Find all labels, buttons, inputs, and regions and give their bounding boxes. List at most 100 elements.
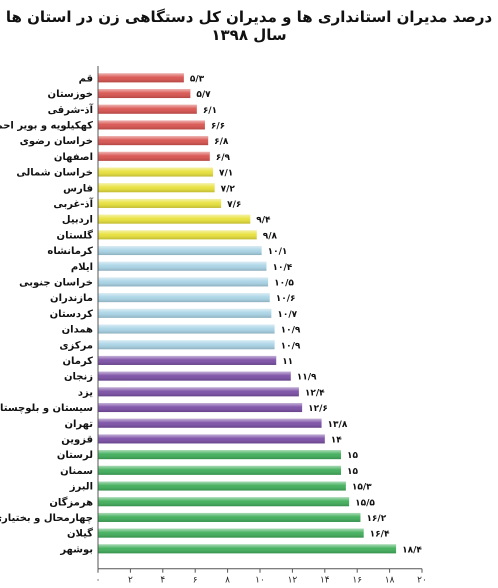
value-label: ۱۲/۴ xyxy=(305,388,325,398)
x-tick-label: ۱۰ xyxy=(255,576,265,586)
bar-shine xyxy=(98,340,275,350)
value-label: ۵/۳ xyxy=(190,74,205,84)
bar-shine xyxy=(98,246,262,256)
value-label: ۱۸/۴ xyxy=(402,545,422,555)
category-label: زنجان xyxy=(64,372,93,383)
bar-shine xyxy=(98,214,251,224)
category-label: خراسان شمالی xyxy=(16,168,93,179)
value-label: ۱۰/۹ xyxy=(281,341,301,351)
bar-shine xyxy=(98,324,275,334)
value-label: ۱۰/۷ xyxy=(277,310,297,320)
bar-shine xyxy=(98,261,267,271)
x-tick-label: ۸ xyxy=(225,576,230,586)
value-label: ۹/۴ xyxy=(256,216,271,226)
x-axis: ۰ ۲ ۴ ۶ ۸ ۱۰ ۱۲ ۱۴ ۱۶ ۱۸ ۲۰ xyxy=(96,66,427,586)
bar-shine xyxy=(98,293,270,303)
category-label: سیستان و بلوچستان xyxy=(0,403,93,414)
category-label: کردستان xyxy=(50,309,94,320)
value-label: ۱۲/۶ xyxy=(308,404,328,414)
value-label: ۱۰/۱ xyxy=(268,247,288,257)
category-label: گیلان xyxy=(67,527,93,540)
value-label: ۱۵ xyxy=(347,451,358,461)
x-tick-label: ۱۴ xyxy=(320,576,330,586)
category-label: خراسان رضوی xyxy=(20,136,93,147)
chart-title: درصد مدیران استانداری ها و مدیران کل دست… xyxy=(5,8,493,44)
value-label: ۱۰/۶ xyxy=(276,294,296,304)
category-label: مرکزی xyxy=(59,340,93,351)
value-label: ۱۰/۹ xyxy=(281,326,301,336)
bar-shine xyxy=(98,481,346,491)
category-label: خراسان جنوبی xyxy=(19,277,93,288)
bar-shine xyxy=(98,308,272,318)
bar-shine xyxy=(98,183,215,193)
category-label: همدان xyxy=(62,325,93,336)
bar-shine xyxy=(98,104,197,114)
value-label: ۱۵/۵ xyxy=(355,498,375,508)
x-tick-label: ۱۸ xyxy=(385,576,395,586)
bar-shine xyxy=(98,277,269,287)
bar-shine xyxy=(98,544,397,554)
value-label: ۶/۹ xyxy=(216,153,231,163)
category-label: البرز xyxy=(69,482,93,493)
category-label: تهران xyxy=(64,419,93,430)
bar-shine xyxy=(98,371,291,381)
category-label: قزوین xyxy=(61,434,93,445)
value-label: ۷/۱ xyxy=(219,169,233,179)
x-tick-label: ۲ xyxy=(128,576,133,586)
value-label: ۱۰/۴ xyxy=(272,263,292,273)
value-label: ۶/۶ xyxy=(211,121,225,131)
bar-shine xyxy=(98,136,209,146)
value-label: ۱۵ xyxy=(347,467,358,477)
bar-shine xyxy=(98,120,205,130)
bar-shine xyxy=(98,151,210,161)
category-label: اردبیل xyxy=(62,215,93,226)
category-label: بوشهر xyxy=(59,544,93,555)
bar-shine xyxy=(98,73,184,83)
value-label: ۹/۸ xyxy=(263,231,278,241)
x-tick-label: ۱۲ xyxy=(288,576,298,586)
x-tick-label: ۰ xyxy=(96,576,101,586)
x-tick-label: ۲۰ xyxy=(417,576,427,586)
category-label: کرمانشاه xyxy=(47,246,93,257)
category-label: آذ-غربی xyxy=(53,197,93,210)
bar-shine xyxy=(98,418,322,428)
category-label: چهارمحال و بختیاری xyxy=(0,513,93,524)
bar-shine xyxy=(98,450,341,460)
bar-shine xyxy=(98,528,364,538)
bar-shine xyxy=(98,198,222,208)
x-tick-label: ۱۶ xyxy=(352,576,362,586)
bar-shine xyxy=(98,230,257,240)
category-label: گلستان xyxy=(57,228,94,241)
bar-shine xyxy=(98,167,214,177)
x-tick-label: ۶ xyxy=(193,576,198,586)
category-label: کهکیلویه و بویر احمد xyxy=(0,120,93,131)
value-label: ۱۳/۸ xyxy=(328,420,348,430)
category-label: قم xyxy=(79,73,93,84)
value-label: ۱۵/۳ xyxy=(352,483,372,493)
category-label: هرمزگان xyxy=(49,495,93,508)
bar-shine xyxy=(98,355,277,365)
bar-shine xyxy=(98,434,325,444)
category-label: مازندران xyxy=(50,293,93,304)
category-label: یزد xyxy=(78,387,93,398)
value-label: ۷/۶ xyxy=(227,200,241,210)
bar-shine xyxy=(98,403,303,413)
category-label: کرمان xyxy=(62,356,93,367)
value-label: ۱۰/۵ xyxy=(274,278,294,288)
x-tick-label: ۴ xyxy=(160,576,165,586)
value-label: ۱۶/۴ xyxy=(370,530,390,540)
value-label: ۱۶/۲ xyxy=(366,514,386,524)
value-label: ۶/۱ xyxy=(203,106,217,116)
category-label: فارس xyxy=(63,183,93,194)
category-label: لرستان xyxy=(57,450,93,461)
bar-shine xyxy=(98,89,191,99)
bar-shine xyxy=(98,512,361,522)
value-label: ۷/۲ xyxy=(221,184,236,194)
value-label: ۱۱ xyxy=(282,357,293,367)
bar-shine xyxy=(98,465,341,475)
value-label: ۶/۸ xyxy=(214,137,229,147)
bar-shine xyxy=(98,497,350,507)
bar-group: قم ۵/۳ خوزستان ۵/۷ آذ-شرقی ۶/۱ کهکیلویه و بویر… xyxy=(0,73,422,555)
